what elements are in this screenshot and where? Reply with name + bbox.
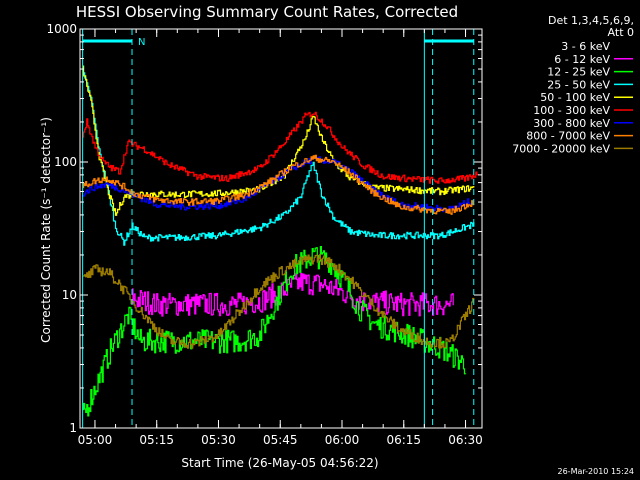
series-line-0 <box>82 298 474 429</box>
y-axis-label: Corrected Count Rate (s⁻¹ detector⁻¹) <box>39 117 53 343</box>
y-tick-label-3: 1000 <box>46 22 77 36</box>
x-tick-label-1: 05:15 <box>139 433 174 447</box>
x-tick-label-6: 06:30 <box>448 433 483 447</box>
legend-label-0: 3 - 6 keV <box>561 40 610 53</box>
n-label: N <box>138 37 145 48</box>
x-tick-label-5: 06:15 <box>386 433 421 447</box>
chart-title: HESSI Observing Summary Count Rates, Cor… <box>76 3 458 21</box>
legend-label-7: 800 - 7000 keV <box>526 130 610 143</box>
legend-label-1: 6 - 12 keV <box>554 53 610 66</box>
series-line-3 <box>82 72 475 246</box>
timestamp: 26-Mar-2010 15:24 <box>558 467 635 476</box>
y-tick-label-1: 10 <box>62 288 77 302</box>
x-tick-label-3: 05:45 <box>263 433 298 447</box>
legend-label-6: 300 - 800 keV <box>533 117 610 130</box>
legend-label-5: 100 - 300 keV <box>533 104 610 117</box>
series-line-2 <box>82 246 467 417</box>
legend-label-4: 50 - 100 keV <box>540 91 610 104</box>
legend-label-8: 7000 - 20000 keV <box>512 142 610 155</box>
y-tick-label-0: 1 <box>69 421 77 435</box>
series-line-5 <box>82 111 479 184</box>
legend-header-line2: Att 0 <box>608 26 634 39</box>
y-tick-label-2: 100 <box>54 155 77 169</box>
legend-label-2: 12 - 25 keV <box>547 66 610 79</box>
x-tick-label-2: 05:30 <box>201 433 236 447</box>
series-line-7 <box>82 154 475 215</box>
x-tick-label-0: 05:00 <box>78 433 113 447</box>
legend-header-line1: Det 1,3,4,5,6,9, <box>548 14 634 27</box>
plot-area <box>82 65 479 429</box>
axes: N 1 10 100 1000 05:00 05:15 05:30 05:45 06:00 06:1… <box>46 22 482 447</box>
legend-label-3: 25 - 50 keV <box>547 78 610 91</box>
series-line-8 <box>82 254 475 349</box>
x-tick-label-4: 06:00 <box>325 433 360 447</box>
x-axis-label: Start Time (26-May-05 04:56:22) <box>181 456 378 470</box>
plot-frame <box>79 28 483 429</box>
